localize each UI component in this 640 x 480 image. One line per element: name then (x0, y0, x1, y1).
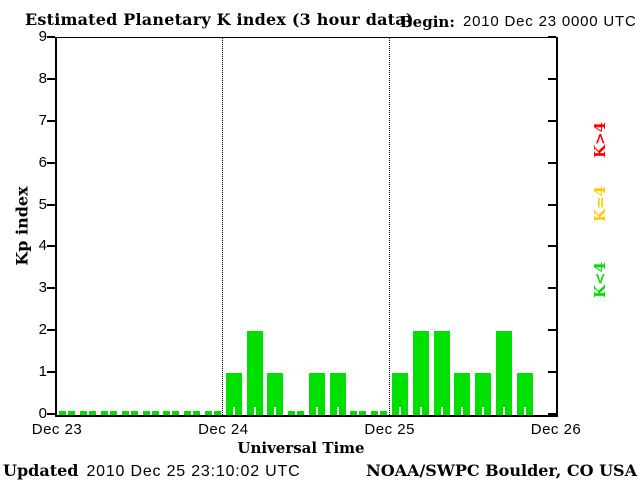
y-tick-right (548, 287, 556, 290)
bar-tick-notch (503, 407, 506, 415)
x-tick-label: Dec 24 (198, 421, 249, 438)
x-tick-label: Dec 25 (364, 421, 415, 438)
x-tick-label: Dec 26 (530, 421, 582, 438)
bar-tick-notch (274, 407, 277, 415)
bar-tick-notch (87, 407, 90, 415)
y-tick-right (548, 413, 556, 415)
kp-bar (496, 331, 513, 415)
y-tick-label: 3 (38, 279, 47, 297)
bar-tick-notch (253, 407, 256, 415)
day-boundary-line (388, 38, 390, 415)
y-tick-label: 0 (38, 405, 47, 422)
bar-tick-notch (66, 407, 69, 415)
footer-updated: Updated 2010 Dec 25 23:10:02 UTC (3, 461, 300, 480)
kp-bar (288, 407, 305, 415)
legend-item: K>4 (591, 121, 609, 159)
y-tick-left (47, 371, 55, 374)
y-tick-left (47, 161, 55, 164)
y-tick-label: 4 (38, 237, 47, 255)
y-tick-left (47, 329, 55, 332)
bar-tick-notch (315, 407, 318, 415)
y-tick-label: 9 (38, 28, 47, 45)
bar-tick-notch (419, 407, 422, 415)
y-tick-right (548, 36, 556, 38)
y-tick-left (47, 413, 55, 415)
y-tick-right (548, 329, 556, 332)
bar-tick-notch (191, 407, 194, 415)
x-axis-label: Universal Time (237, 439, 365, 457)
y-tick-left (47, 287, 55, 290)
y-tick-left (47, 203, 55, 206)
y-tick-label: 6 (38, 153, 47, 171)
y-tick-left (47, 36, 55, 38)
kp-bar (59, 407, 76, 415)
y-tick-label: 5 (38, 195, 47, 213)
kp-bar (475, 373, 492, 415)
bar-tick-notch (461, 407, 464, 415)
bar-tick-notch (170, 407, 173, 415)
kp-bar (163, 407, 180, 415)
y-tick-label: 2 (38, 321, 47, 339)
kp-bar (100, 407, 117, 415)
kp-bar (204, 407, 221, 415)
kp-bar (516, 373, 533, 415)
day-boundary-line (222, 38, 224, 415)
y-tick-label: 7 (38, 111, 47, 129)
bar-tick-notch (232, 407, 235, 415)
kp-bar (412, 331, 429, 415)
updated-value: 2010 Dec 25 23:10:02 UTC (86, 463, 301, 480)
y-tick-left (47, 119, 55, 122)
kp-bar (433, 331, 450, 415)
bar-tick-notch (399, 407, 402, 415)
bar-tick-notch (523, 407, 526, 415)
legend-item: K=4 (591, 185, 609, 223)
y-tick-label: 1 (38, 363, 47, 381)
y-tick-left (47, 245, 55, 248)
y-tick-right (548, 161, 556, 164)
begin-label: Begin: (400, 13, 455, 31)
bar-tick-notch (295, 407, 298, 415)
kp-bar (392, 373, 409, 415)
bar-tick-notch (149, 407, 152, 415)
kp-bar (371, 407, 388, 415)
kp-bar (308, 373, 325, 415)
bar-tick-notch (440, 407, 443, 415)
plot-area (55, 37, 558, 417)
kp-bar (80, 407, 97, 415)
kp-bar (225, 373, 242, 415)
bar-tick-notch (336, 407, 339, 415)
y-tick-right (548, 119, 556, 122)
kp-bar (267, 373, 284, 415)
kp-bar (121, 407, 138, 415)
y-tick-label: 8 (38, 69, 47, 87)
begin-value: 2010 Dec 23 0000 UTC (463, 13, 637, 30)
kp-bar (246, 331, 263, 415)
y-tick-right (548, 245, 556, 248)
updated-label: Updated (3, 461, 79, 480)
kp-bar (350, 407, 367, 415)
kp-bar (184, 407, 201, 415)
legend-item: K<4 (591, 261, 609, 299)
footer-credit: NOAA/SWPC Boulder, CO USA (366, 461, 637, 480)
bar-tick-notch (107, 407, 110, 415)
bar-tick-notch (211, 407, 214, 415)
bar-tick-notch (482, 407, 485, 415)
y-tick-left (47, 77, 55, 80)
kp-bar (454, 373, 471, 415)
y-tick-right (548, 77, 556, 80)
bar-tick-notch (128, 407, 131, 415)
page-title: Estimated Planetary K index (3 hour data… (25, 10, 414, 29)
bar-tick-notch (357, 407, 360, 415)
x-tick-label: Dec 23 (31, 421, 83, 438)
kp-bar (329, 373, 346, 415)
bar-tick-notch (378, 407, 381, 415)
kp-bar (142, 407, 159, 415)
y-tick-right (548, 371, 556, 374)
y-tick-right (548, 203, 556, 206)
